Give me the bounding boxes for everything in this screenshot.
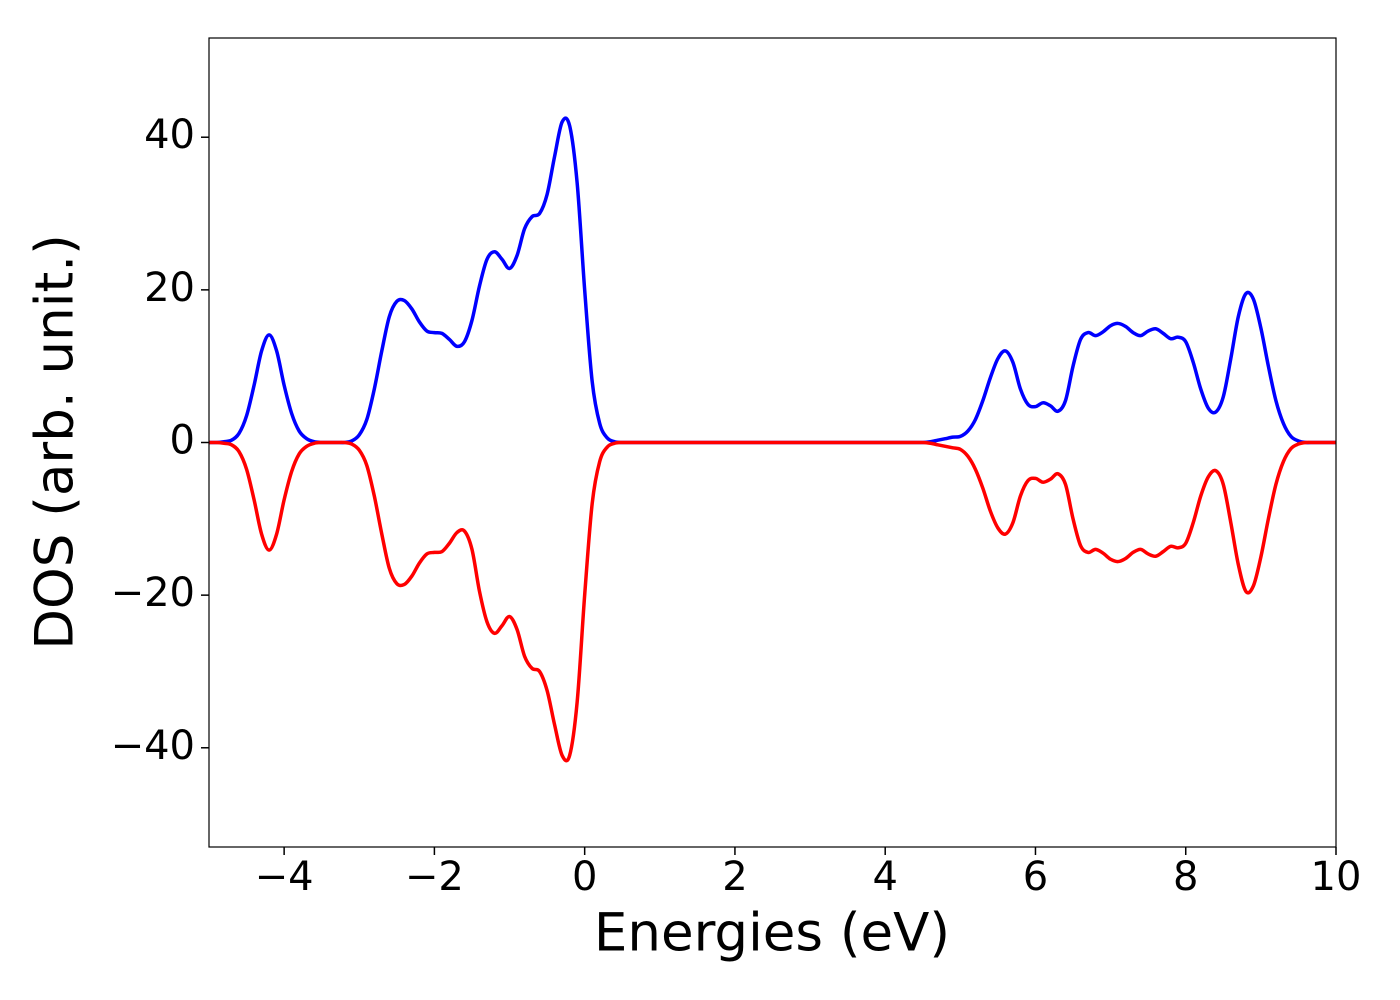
x-tick-label: −4 bbox=[255, 854, 314, 900]
x-tick-label: 6 bbox=[1023, 854, 1048, 900]
y-tick-label: 20 bbox=[144, 265, 195, 311]
x-axis-label: Energies (eV) bbox=[594, 903, 950, 964]
x-tick-label: 8 bbox=[1173, 854, 1198, 900]
x-tick-label: −2 bbox=[405, 854, 464, 900]
series-line bbox=[209, 440, 1336, 763]
plot-frame bbox=[208, 37, 1337, 848]
y-tick-label: 0 bbox=[170, 418, 195, 464]
y-axis-label: DOS (arb. unit.) bbox=[25, 234, 86, 650]
y-tick-label: −20 bbox=[111, 570, 195, 616]
x-tick-label: 10 bbox=[1311, 854, 1362, 900]
y-tick-label: −40 bbox=[111, 723, 195, 769]
x-tick-label: 4 bbox=[872, 854, 897, 900]
x-tick-label: 0 bbox=[572, 854, 597, 900]
x-tick-label: 2 bbox=[722, 854, 747, 900]
y-tick-label: 40 bbox=[144, 112, 195, 158]
series-line bbox=[209, 116, 1336, 445]
